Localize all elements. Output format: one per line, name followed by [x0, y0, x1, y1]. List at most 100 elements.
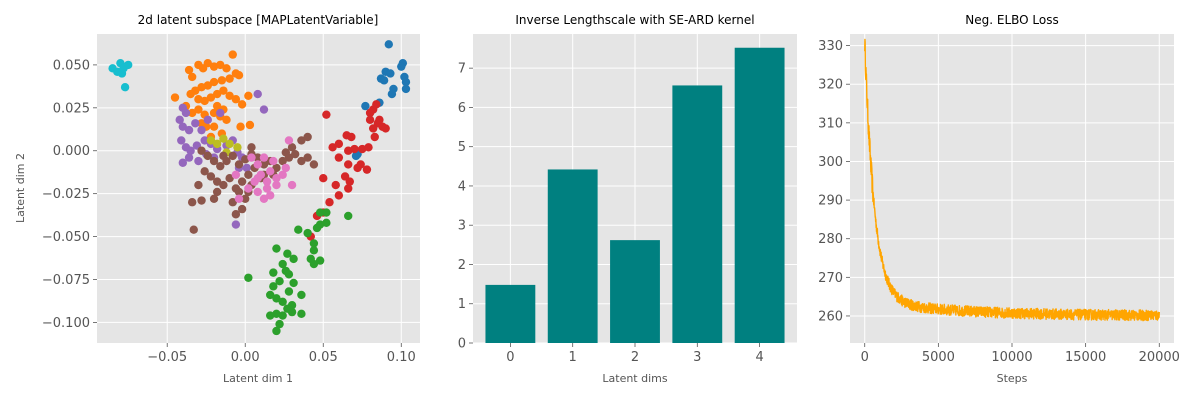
scatter-point: [278, 170, 287, 179]
loss-title: Neg. ELBO Loss: [965, 13, 1058, 27]
scatter-point: [244, 184, 253, 193]
scatter-point: [200, 167, 209, 176]
scatter-point: [361, 101, 370, 111]
scatter-point: [350, 144, 359, 154]
scatter-point: [284, 270, 294, 279]
loss-xlabel: Steps: [997, 372, 1028, 385]
bar-ytick-label: 5: [458, 140, 466, 155]
scatter-point: [209, 108, 219, 118]
scatter-point: [212, 101, 222, 111]
scatter-point: [184, 65, 194, 75]
scatter-point: [194, 105, 203, 114]
scatter-point: [294, 225, 303, 234]
scatter-point: [365, 108, 375, 118]
bar-ytick-label: 0: [458, 337, 466, 352]
scatter-point: [228, 198, 237, 207]
bar: [547, 169, 598, 343]
scatter-point: [241, 194, 250, 203]
scatter-point: [237, 100, 247, 109]
bar: [485, 284, 536, 343]
bar-ytick-label: 2: [458, 258, 466, 273]
bar-xtick-label: 2: [631, 350, 639, 365]
scatter-point: [266, 167, 275, 176]
scatter-point: [309, 160, 319, 169]
scatter-point: [189, 225, 198, 234]
scatter-point: [344, 160, 353, 169]
scatter-point: [334, 191, 344, 200]
loss-ytick-label: 280: [818, 232, 843, 247]
scatter-point: [309, 239, 319, 248]
loss-ytick-label: 260: [818, 309, 843, 324]
scatter-point: [231, 220, 241, 229]
scatter-point: [278, 297, 287, 306]
scatter-point: [234, 194, 244, 203]
scatter-point: [237, 204, 247, 214]
bar-xtick-label: 4: [755, 350, 763, 365]
scatter-point: [303, 132, 312, 142]
scatter-point: [297, 309, 306, 319]
scatter-point: [184, 125, 194, 135]
bar: [610, 240, 660, 343]
scatter-point: [334, 153, 344, 162]
scatter-ytick-label: −0.100: [42, 316, 90, 331]
bar: [672, 85, 723, 343]
scatter-point: [284, 136, 294, 145]
scatter-point: [262, 184, 272, 193]
scatter-point: [181, 108, 191, 118]
scatter-point: [309, 246, 319, 255]
scatter-point: [379, 76, 389, 85]
scatter-point: [284, 287, 294, 296]
bar: [734, 47, 785, 343]
scatter-point: [216, 60, 225, 70]
scatter-ytick-label: −0.025: [42, 187, 90, 202]
scatter-point: [328, 143, 337, 152]
scatter-point: [187, 72, 197, 82]
scatter-point: [322, 110, 331, 119]
scatter-point: [289, 278, 298, 288]
loss-ytick-label: 270: [818, 271, 843, 286]
scatter-point: [212, 89, 222, 99]
scatter-point: [124, 60, 133, 70]
bar-ytick-label: 1: [458, 297, 466, 312]
scatter-point: [212, 187, 222, 197]
scatter-point: [287, 307, 297, 317]
scatter-point: [275, 277, 284, 286]
scatter-ytick-label: −0.075: [42, 273, 90, 288]
scatter-point: [209, 194, 219, 203]
scatter-point: [370, 132, 379, 142]
scatter-point: [247, 143, 256, 152]
loss-line: [864, 38, 1160, 322]
scatter-point: [384, 40, 393, 49]
scatter-point: [225, 91, 234, 101]
scatter-point: [278, 311, 287, 320]
scatter-point: [322, 218, 331, 228]
scatter-point: [401, 84, 411, 94]
scatter-point: [231, 210, 241, 219]
scatter-point: [362, 165, 372, 174]
scatter-ytick-label: 0.050: [53, 58, 90, 73]
loss-ytick-label: 300: [818, 155, 843, 170]
scatter-point: [203, 115, 212, 125]
scatter-point: [386, 69, 395, 78]
bar-panel: 0 1 2 3 4 5 6 7 0 1 2 3 4 Inverse Lengthscale with S…: [458, 13, 797, 385]
loss-xtick-label: 5000: [922, 350, 955, 365]
scatter-point: [191, 119, 200, 128]
scatter-point: [219, 134, 228, 143]
scatter-point: [272, 326, 281, 336]
scatter-point: [186, 146, 195, 155]
scatter-ytick-label: 0.000: [53, 144, 90, 159]
scatter-point: [281, 163, 291, 173]
scatter-point: [200, 136, 209, 145]
scatter-point: [283, 249, 292, 258]
scatter-point: [244, 170, 253, 179]
scatter-point: [175, 115, 184, 125]
scatter-point: [278, 259, 287, 269]
scatter-point: [206, 93, 216, 102]
scatter-ytick-label: 0.025: [53, 101, 90, 116]
scatter-point: [200, 96, 209, 106]
scatter-point: [269, 282, 278, 291]
scatter-point: [401, 77, 411, 87]
scatter-point: [259, 153, 269, 162]
scatter-point: [231, 95, 241, 104]
